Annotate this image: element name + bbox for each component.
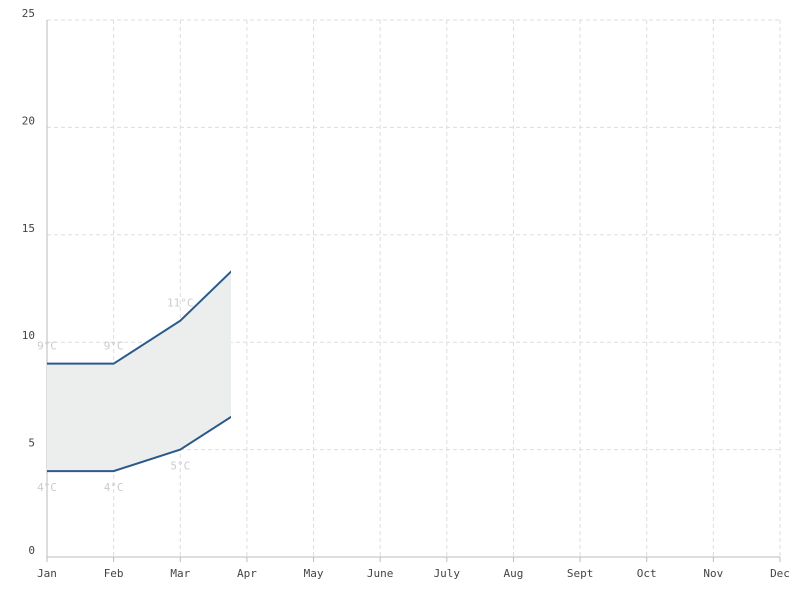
- x-tick-label: May: [304, 567, 324, 580]
- y-tick-label: 0: [28, 544, 35, 557]
- plot: [47, 270, 231, 473]
- x-tick-label: Feb: [104, 567, 124, 580]
- data-label: 4°C: [37, 481, 57, 494]
- line: [47, 415, 231, 473]
- x-tick-label: June: [367, 567, 394, 580]
- x-tick-label: Aug: [504, 567, 524, 580]
- y-tick-label: 5: [28, 437, 35, 450]
- data-label: 4°C: [104, 481, 124, 494]
- x-tick-label: Mar: [170, 567, 190, 580]
- y-tick-label: 10: [22, 329, 35, 342]
- x-tick-label: Dec: [770, 567, 790, 580]
- y-tick-label: 25: [22, 7, 35, 20]
- data-label: 9°C: [104, 340, 124, 353]
- x-tick-label: Apr: [237, 567, 257, 580]
- line: [47, 270, 231, 365]
- y-tick-label: 15: [22, 222, 35, 235]
- x-tick-label: Oct: [637, 567, 657, 580]
- x-tick-label: July: [434, 567, 461, 580]
- range-area: [47, 271, 231, 472]
- x-tick-label: Nov: [703, 567, 723, 580]
- x-tick-label: Jan: [37, 567, 57, 580]
- x-tick-label: Sept: [567, 567, 594, 580]
- y-tick-label: 20: [22, 114, 35, 127]
- data-label: 11°C: [167, 297, 194, 310]
- data-label: 9°C: [37, 340, 57, 353]
- data-label: 5°C: [170, 460, 190, 473]
